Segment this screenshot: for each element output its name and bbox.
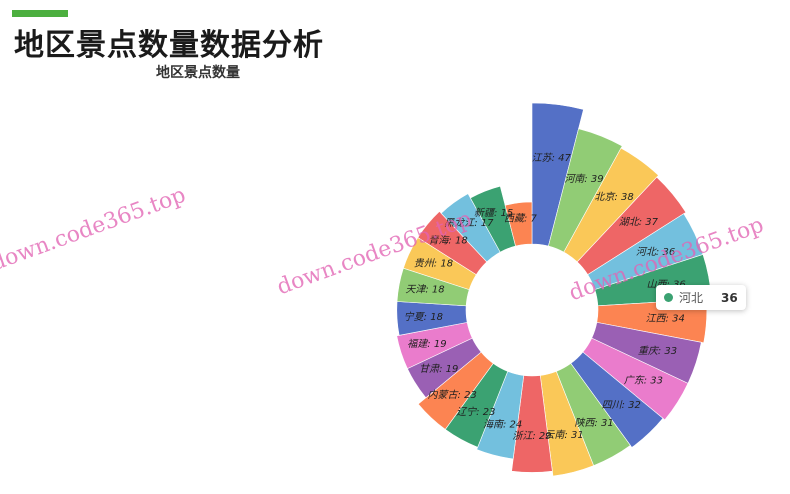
slice-label-云南: 云南: 31: [544, 429, 583, 441]
rose-slice-河南[interactable]: [548, 128, 623, 253]
header-accent-bar: [12, 10, 68, 17]
rose-slice-广东[interactable]: [582, 337, 689, 421]
rose-slice-西藏[interactable]: [504, 201, 533, 247]
slice-label-福建: 福建: 19: [407, 338, 446, 350]
page-title: 地区景点数量数据分析: [14, 28, 324, 63]
slice-label-内蒙古: 内蒙古: 23: [428, 389, 477, 401]
tooltip-series-dot: [664, 293, 673, 302]
slice-label-辽宁: 辽宁: 23: [456, 406, 495, 418]
rose-slice-福建[interactable]: [396, 322, 473, 370]
slice-label-贵州: 贵州: 18: [414, 258, 453, 270]
chart-title: 地区景点数量: [156, 65, 240, 81]
slice-label-海南: 海南: 24: [483, 418, 522, 430]
slice-label-青海: 青海: 18: [428, 235, 467, 247]
slice-label-甘肃: 甘肃: 19: [419, 363, 458, 375]
slice-label-西藏: 西藏: 7: [504, 213, 538, 225]
slice-label-黑龙江: 黑龙江: 17: [444, 217, 494, 229]
slice-label-北京: 北京: 38: [594, 191, 633, 203]
slice-label-江苏: 江苏: 47: [532, 152, 572, 164]
rose-slice-青海[interactable]: [417, 211, 488, 276]
slice-label-新疆: 新疆: 15: [474, 207, 513, 219]
slice-label-重庆: 重庆: 33: [638, 345, 677, 357]
slice-label-宁夏: 宁夏: 18: [404, 311, 443, 323]
rose-slice-内蒙古[interactable]: [417, 351, 494, 430]
rose-slice-新疆[interactable]: [470, 185, 516, 253]
rose-slice-海南[interactable]: [476, 370, 525, 460]
chart-tooltip: 河北 36: [656, 285, 746, 310]
slice-label-河南: 河南: 39: [564, 173, 603, 185]
slice-label-河北: 河北: 36: [636, 246, 675, 258]
slice-label-广东: 广东: 33: [624, 375, 663, 387]
tooltip-value: 36: [721, 290, 738, 305]
rose-slice-黑龙江[interactable]: [440, 193, 501, 263]
rose-slice-云南[interactable]: [539, 370, 595, 477]
slice-label-四川: 四川: 32: [602, 400, 641, 411]
rose-slice-北京[interactable]: [563, 147, 659, 263]
slice-label-陕西: 陕西: 31: [574, 417, 613, 429]
slice-label-天津: 天津: 18: [405, 284, 444, 296]
rose-slice-浙江[interactable]: [511, 375, 553, 473]
rose-slice-四川[interactable]: [570, 351, 664, 448]
slice-label-江西: 江西: 34: [646, 312, 685, 324]
rose-slice-江苏[interactable]: [531, 102, 584, 247]
slice-label-湖北: 湖北: 37: [619, 216, 659, 228]
rose-slice-湖北[interactable]: [576, 176, 687, 276]
tooltip-label: 河北: [679, 291, 704, 305]
slice-label-浙江: 浙江: 29: [512, 430, 551, 442]
